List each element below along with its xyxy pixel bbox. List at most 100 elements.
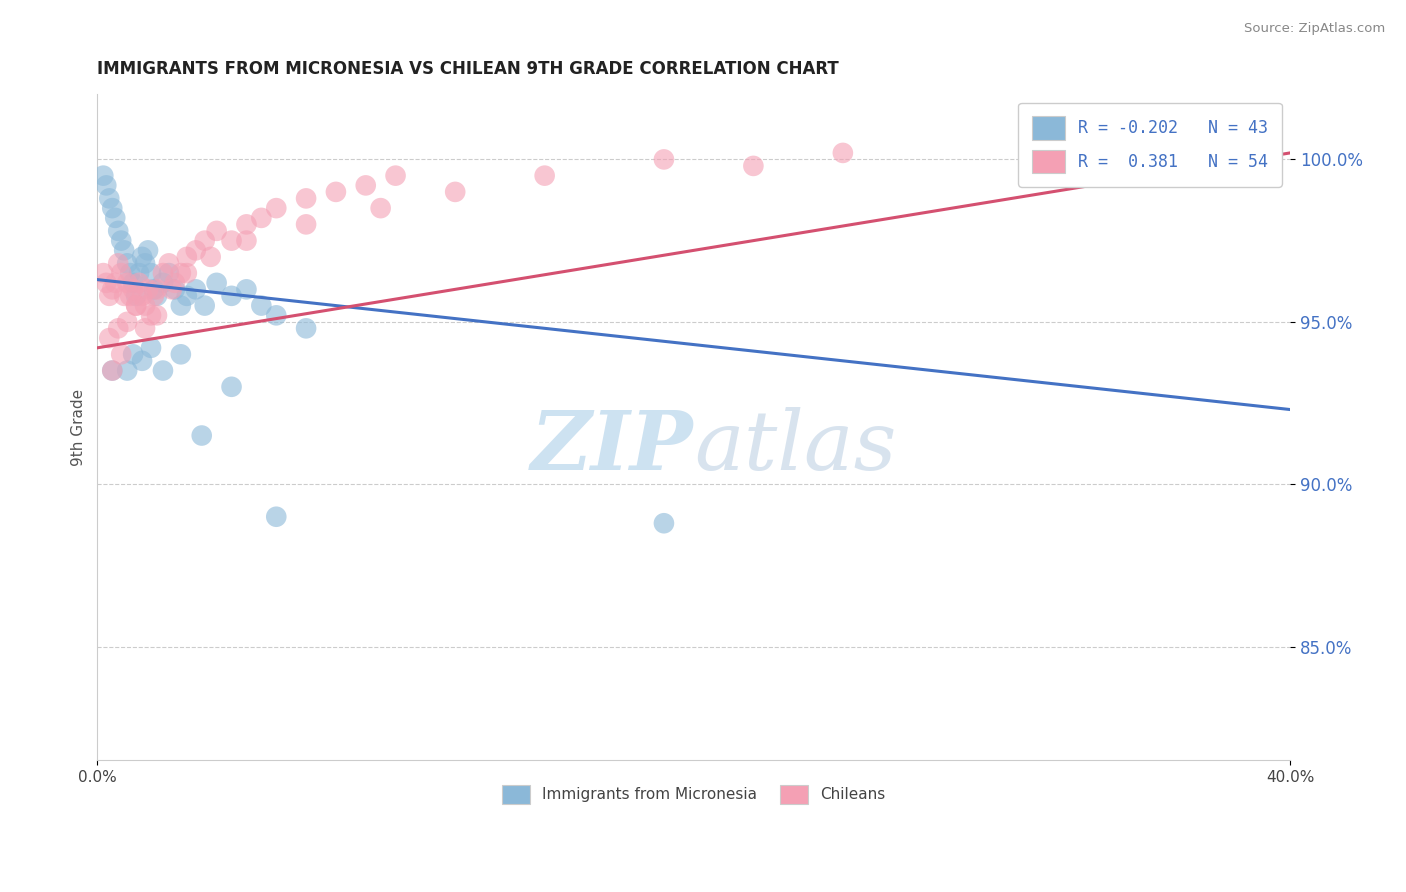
Point [160,282,183,296]
Point [120,266,142,280]
Point [194,299,217,313]
Point [264,509,287,524]
Point [128,266,150,280]
Point [131,289,153,303]
Point [325,185,347,199]
Point [250,211,273,225]
Point [295,218,318,232]
Point [170,266,193,280]
Point [139,266,162,280]
Point [136,244,159,258]
Point [533,169,555,183]
Point [295,321,318,335]
Point [235,234,257,248]
Point [125,299,148,313]
Point [831,145,853,160]
Point [384,169,406,183]
Point [742,159,765,173]
Point [194,234,217,248]
Point [107,224,129,238]
Point [146,282,169,296]
Point [96,276,118,290]
Legend: Immigrants from Micronesia, Chileans: Immigrants from Micronesia, Chileans [494,776,894,813]
Point [354,178,377,193]
Y-axis label: 9th Grade: 9th Grade [72,389,86,466]
Point [136,282,159,296]
Point [115,256,138,270]
Point [122,276,145,290]
Point [250,299,273,313]
Point [122,282,145,296]
Point [101,282,124,296]
Point [163,282,186,296]
Point [295,191,318,205]
Point [115,315,138,329]
Point [652,153,675,167]
Point [170,299,193,313]
Point [107,256,129,270]
Point [200,250,222,264]
Point [112,244,135,258]
Point [125,299,148,313]
Point [157,266,180,280]
Point [91,169,114,183]
Point [205,276,228,290]
Text: Source: ZipAtlas.com: Source: ZipAtlas.com [1244,22,1385,36]
Point [221,234,243,248]
Point [101,201,124,215]
Point [184,244,207,258]
Point [190,428,212,442]
Point [96,178,118,193]
Point [444,185,467,199]
Point [264,201,287,215]
Point [134,256,156,270]
Point [110,266,132,280]
Point [134,299,156,313]
Point [101,363,124,377]
Point [98,331,121,345]
Text: atlas: atlas [693,408,896,487]
Point [115,363,138,377]
Point [370,201,392,215]
Point [152,363,174,377]
Point [170,347,193,361]
Point [101,363,124,377]
Point [221,289,243,303]
Point [146,289,169,303]
Point [122,347,145,361]
Point [163,276,186,290]
Text: IMMIGRANTS FROM MICRONESIA VS CHILEAN 9TH GRADE CORRELATION CHART: IMMIGRANTS FROM MICRONESIA VS CHILEAN 9T… [97,60,839,78]
Point [176,266,198,280]
Point [115,276,138,290]
Point [112,289,135,303]
Point [104,276,127,290]
Point [221,380,243,394]
Point [131,250,153,264]
Point [104,211,127,225]
Point [139,309,162,323]
Point [205,224,228,238]
Point [139,341,162,355]
Point [143,282,166,296]
Point [152,266,174,280]
Point [235,218,257,232]
Point [91,266,114,280]
Text: ZIP: ZIP [531,408,693,487]
Point [176,289,198,303]
Point [176,250,198,264]
Point [107,321,129,335]
Point [128,276,150,290]
Point [98,289,121,303]
Point [652,516,675,531]
Point [152,276,174,290]
Point [235,282,257,296]
Point [146,309,169,323]
Point [125,289,148,303]
Point [131,353,153,368]
Point [98,191,121,205]
Point [110,234,132,248]
Point [143,289,166,303]
Point [157,256,180,270]
Point [184,282,207,296]
Point [120,289,142,303]
